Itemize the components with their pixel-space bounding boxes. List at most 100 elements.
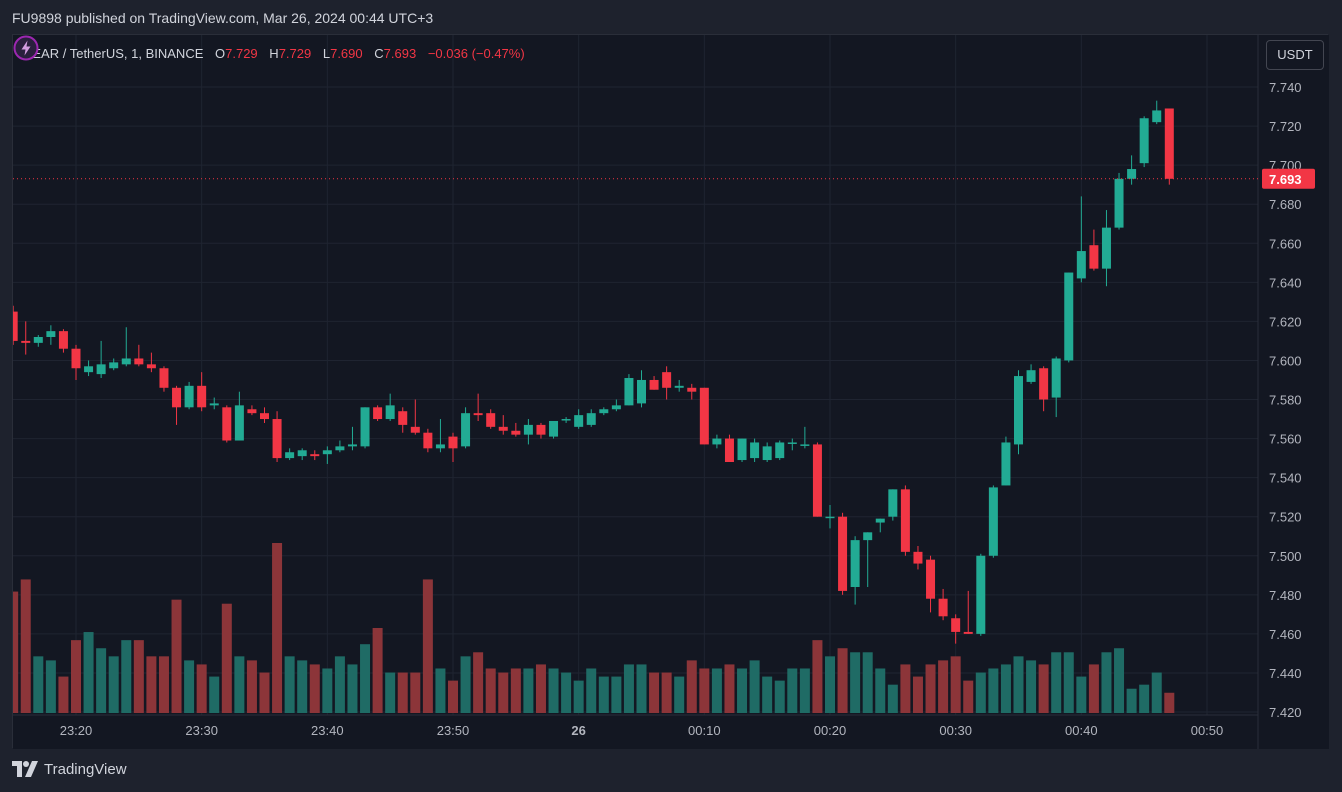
volume-bar <box>900 664 911 713</box>
candle-body <box>687 387 697 392</box>
candle-body <box>272 419 282 459</box>
volume-bar <box>133 640 144 713</box>
candle-body <box>398 411 408 425</box>
candle-body <box>159 368 169 388</box>
candle-body <box>71 348 81 369</box>
brand-name: TradingView <box>44 760 127 778</box>
candle-body <box>146 364 156 369</box>
candle-body <box>536 424 546 435</box>
candlestick-chart[interactable]: 7.420 7.440 7.460 7.480 7.500 7.520 7.540 7.560… <box>13 35 1329 749</box>
candle-body <box>599 409 609 414</box>
volume-bar <box>83 632 94 713</box>
candle-body <box>1076 251 1086 279</box>
candle-body <box>322 450 332 455</box>
low-label: L <box>322 46 331 61</box>
volume-bar <box>1139 684 1150 713</box>
chart-panel[interactable]: 7.420 7.440 7.460 7.480 7.500 7.520 7.540 7.560… <box>12 34 1329 749</box>
price-tick-label: 7.540 <box>1269 471 1302 486</box>
symbol-legend[interactable]: NEAR / TetherUS, 1, BINANCE O7.729 H7.72… <box>23 46 525 61</box>
volume-bar <box>724 664 735 713</box>
volume-bar <box>510 668 521 713</box>
price-tick-label: 7.420 <box>1269 705 1302 720</box>
volume-bar <box>1013 656 1024 713</box>
volume-bar <box>737 668 748 713</box>
candle-body <box>1127 169 1137 179</box>
candle-body <box>624 378 634 406</box>
volume-bar <box>259 672 270 713</box>
volume-bar <box>397 672 408 713</box>
candle-body <box>850 540 860 587</box>
price-tick-label: 7.680 <box>1269 197 1302 212</box>
candle-body <box>1026 370 1036 382</box>
candle-body <box>247 409 257 414</box>
volume-bar <box>636 664 647 713</box>
volume-bar <box>410 672 421 713</box>
candle-body <box>938 598 948 617</box>
price-tick-label: 7.440 <box>1269 666 1302 681</box>
price-tick-label: 7.460 <box>1269 627 1302 642</box>
volume-bar <box>33 656 44 713</box>
open-label: O <box>215 46 226 61</box>
volume-bar <box>1051 652 1062 713</box>
candle-body <box>976 555 986 634</box>
volume-bar <box>158 656 169 713</box>
volume-bar <box>774 680 785 713</box>
volume-bar <box>1038 664 1049 713</box>
high-label: H <box>269 46 279 61</box>
price-tick-label: 7.740 <box>1269 80 1302 95</box>
candle-body <box>1152 110 1162 123</box>
candle-body <box>46 331 56 337</box>
volume-bar <box>812 640 823 713</box>
candle-body <box>335 446 345 451</box>
volume-bar <box>711 668 722 713</box>
currency-button[interactable]: USDT <box>1266 40 1324 70</box>
candle-body <box>523 424 533 435</box>
volume-bar <box>912 676 923 713</box>
volume-bar <box>850 652 861 713</box>
candle-body <box>84 366 94 373</box>
candle-body <box>988 487 998 556</box>
volume-bar <box>448 680 458 713</box>
volume-bar <box>246 660 257 713</box>
volume-bar <box>787 668 798 713</box>
close-label: C <box>374 46 384 61</box>
candle-body <box>649 379 659 390</box>
volume-bar <box>598 676 609 713</box>
time-tick-label: 00:40 <box>1065 723 1098 738</box>
price-tick-label: 7.500 <box>1269 549 1302 564</box>
candle-body <box>611 405 621 410</box>
price-axis: 7.420 7.440 7.460 7.480 7.500 7.520 7.540 7.560… <box>1269 80 1302 720</box>
candle-body <box>825 516 835 519</box>
candle-body <box>1064 272 1074 361</box>
candle-body <box>662 372 672 388</box>
candle-body <box>486 413 496 427</box>
lightning-icon[interactable] <box>13 35 39 61</box>
volume-bar <box>749 660 760 713</box>
candle-body <box>549 420 559 437</box>
candle-body <box>511 430 521 435</box>
volume-bar <box>221 603 232 713</box>
candle-body <box>637 379 646 404</box>
candle-body <box>1014 376 1023 445</box>
time-tick-label: 23:20 <box>60 723 93 738</box>
candle-body <box>875 518 885 523</box>
volume-bar <box>184 660 195 713</box>
candle-body <box>360 407 370 447</box>
candle-body <box>310 454 320 457</box>
volume-bar <box>925 664 936 713</box>
tradingview-branding[interactable]: TradingView <box>12 760 127 778</box>
candle-body <box>373 407 383 420</box>
candle-body <box>461 413 471 447</box>
candle-body <box>209 403 219 406</box>
candle-body <box>1139 118 1149 164</box>
volume-bar <box>196 664 207 713</box>
volume-bar <box>825 656 835 713</box>
volume-bar <box>347 664 358 713</box>
volume-bar <box>1076 676 1087 713</box>
time-tick-label: 00:20 <box>814 723 847 738</box>
candle-body <box>724 438 734 462</box>
publish-info: FU9898 published on TradingView.com, Mar… <box>12 10 434 26</box>
volume-bar <box>297 660 308 713</box>
symbol-name[interactable]: NEAR / TetherUS, 1, BINANCE <box>23 46 204 61</box>
volume-bar <box>171 599 182 713</box>
